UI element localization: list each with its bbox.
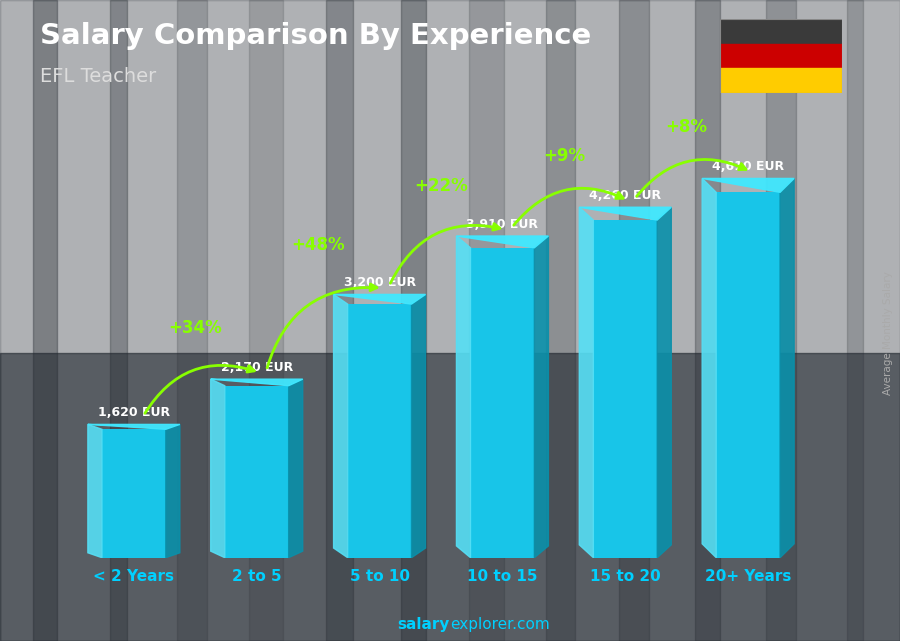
Text: +22%: +22%: [414, 176, 468, 195]
Bar: [720, 69, 842, 93]
Bar: [107, 0, 130, 641]
Bar: [248, 0, 284, 641]
Text: +8%: +8%: [666, 118, 707, 136]
Text: salary: salary: [398, 617, 450, 633]
Polygon shape: [411, 294, 426, 558]
Text: 3,910 EUR: 3,910 EUR: [466, 218, 538, 231]
Polygon shape: [334, 294, 426, 304]
Text: 3,200 EUR: 3,200 EUR: [344, 276, 416, 289]
Bar: [716, 192, 780, 558]
Bar: [839, 0, 871, 641]
Bar: [593, 220, 657, 558]
Bar: [176, 0, 208, 641]
Polygon shape: [456, 236, 471, 558]
Polygon shape: [211, 379, 225, 558]
Polygon shape: [211, 379, 302, 386]
Bar: [720, 19, 842, 44]
Text: 2,170 EUR: 2,170 EUR: [220, 361, 292, 374]
Polygon shape: [580, 207, 671, 220]
Polygon shape: [456, 236, 548, 248]
Text: +9%: +9%: [543, 147, 585, 165]
Bar: [347, 304, 411, 558]
Polygon shape: [780, 178, 794, 558]
Bar: [692, 0, 724, 641]
Bar: [397, 0, 430, 641]
Polygon shape: [657, 207, 671, 558]
Bar: [28, 0, 62, 641]
Polygon shape: [289, 379, 302, 558]
Bar: [476, 0, 497, 641]
Polygon shape: [702, 178, 716, 558]
Polygon shape: [88, 424, 180, 429]
Text: 4,260 EUR: 4,260 EUR: [590, 189, 662, 202]
Bar: [553, 0, 569, 641]
Text: explorer.com: explorer.com: [450, 617, 550, 633]
Bar: [764, 0, 799, 641]
Text: Average Monthly Salary: Average Monthly Salary: [883, 271, 893, 395]
Bar: [102, 429, 166, 558]
Polygon shape: [334, 294, 347, 558]
Polygon shape: [166, 424, 180, 558]
Polygon shape: [580, 207, 593, 558]
Polygon shape: [702, 178, 794, 192]
Bar: [616, 0, 652, 641]
Text: 1,620 EUR: 1,620 EUR: [98, 406, 170, 419]
Bar: [225, 386, 289, 558]
Bar: [324, 0, 355, 641]
Text: EFL Teacher: EFL Teacher: [40, 67, 157, 87]
Polygon shape: [535, 236, 548, 558]
Text: Salary Comparison By Experience: Salary Comparison By Experience: [40, 22, 592, 51]
Text: +34%: +34%: [168, 319, 222, 337]
Text: +48%: +48%: [292, 236, 345, 254]
Bar: [720, 44, 842, 69]
Polygon shape: [88, 424, 102, 558]
Text: 4,610 EUR: 4,610 EUR: [712, 160, 784, 173]
Bar: [471, 248, 535, 558]
